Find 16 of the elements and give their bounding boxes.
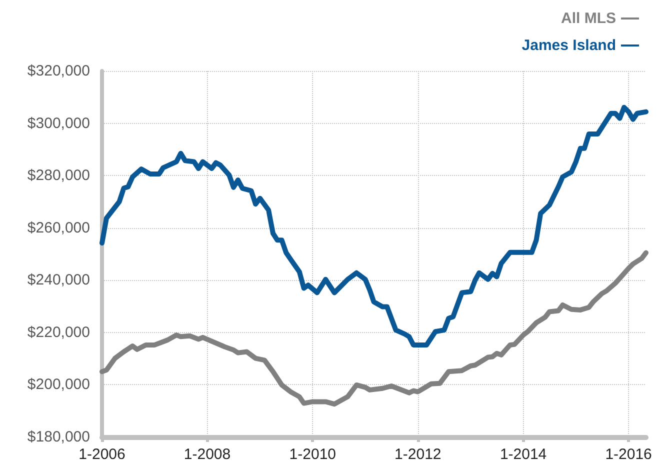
x-tick-label: 1-2010 (289, 446, 336, 463)
x-tick-label: 1-2006 (78, 446, 126, 463)
y-tick-label: $180,000 (27, 428, 90, 446)
y-tick-label: $220,000 (27, 324, 90, 341)
x-tick-label: 1-2016 (605, 446, 652, 463)
y-tick-label: $240,000 (27, 272, 90, 289)
x-tick-label: 1-2014 (500, 446, 547, 463)
y-tick-label: $200,000 (27, 376, 90, 394)
legend-label: All MLS (561, 10, 616, 27)
x-tick-label: 1-2008 (184, 446, 231, 463)
y-tick-label: $300,000 (27, 114, 90, 132)
y-tick-label: $260,000 (27, 219, 90, 236)
y-tick-label: $320,000 (27, 62, 90, 80)
legend-label: James Island (522, 37, 616, 54)
x-tick-label: 1-2012 (394, 446, 442, 463)
y-tick-label: $280,000 (27, 167, 90, 184)
